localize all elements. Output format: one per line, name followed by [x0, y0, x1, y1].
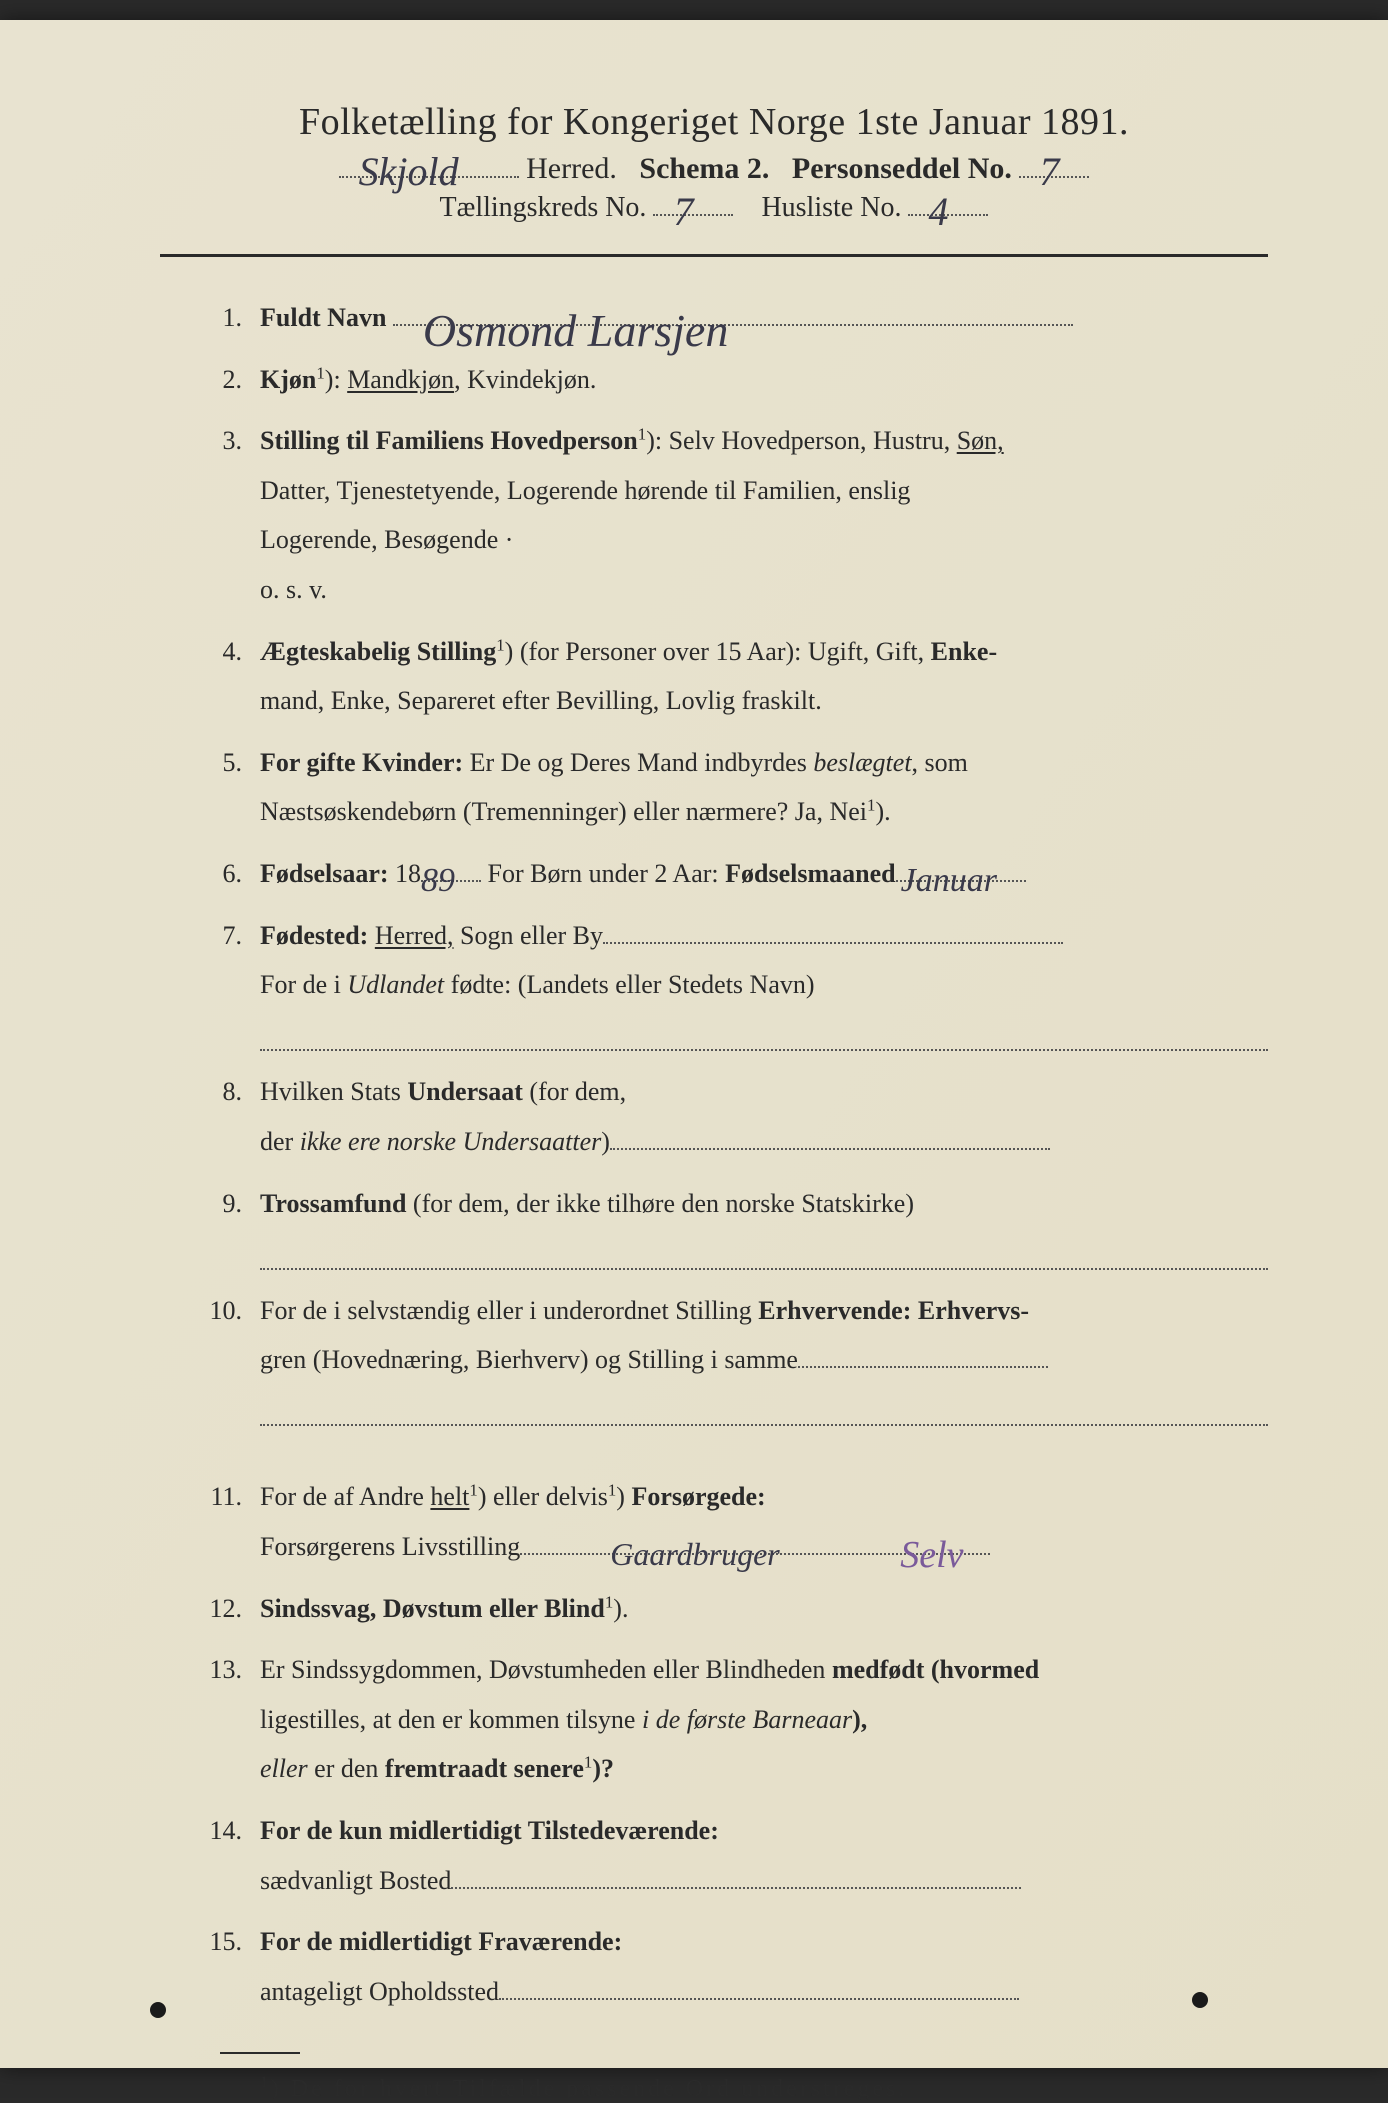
row-11-cont: Forsørgerens Livsstilling Gaardbruger Se… — [200, 1526, 1268, 1568]
row-14-cont: sædvanligt Bosted — [200, 1860, 1268, 1902]
row-5-cont: Næstsøskendebørn (Tremenninger) eller næ… — [200, 791, 1268, 833]
taellingskreds-label: Tællingskreds No. — [440, 192, 647, 223]
row-2: 2. Kjøn1): Mandkjøn, Kvindekjøn. — [200, 359, 1268, 401]
row-9: 9. Trossamfund (for dem, der ikke tilhør… — [200, 1183, 1268, 1225]
herred-value: Skjold — [359, 148, 459, 195]
herred-label: Herred. — [526, 152, 617, 185]
punch-hole-left — [150, 2002, 166, 2018]
row-15-cont: antageligt Opholdssted — [200, 1971, 1268, 2013]
birth-month: Januar — [901, 854, 997, 908]
row-14: 14. For de kun midlertidigt Tilstedevære… — [200, 1810, 1268, 1852]
husliste-value: 4 — [928, 188, 948, 235]
row-7-blank — [260, 1026, 1268, 1052]
row-3-cont2: Logerende, Besøgende · — [200, 519, 1268, 561]
row-13-cont1: ligestilles, at den er kommen tilsyne i … — [200, 1699, 1268, 1741]
footnote: 1) De for hvert Tilfælde passende Ord un… — [160, 2074, 1268, 2103]
form-body: 1. Fuldt Navn Osmond Larsjen 2. Kjøn1): … — [160, 297, 1268, 2012]
row-7-cont: For de i Udlandet fødte: (Landets eller … — [200, 964, 1268, 1006]
punch-hole-right — [1192, 1992, 1208, 2008]
header-line-3: Tællingskreds No. 7 Husliste No. 4 — [160, 192, 1268, 224]
row-10-cont: gren (Hovednæring, Bierhverv) og Stillin… — [200, 1339, 1268, 1381]
personseddel-label: Personseddel No. — [792, 152, 1012, 185]
row-7: 7. Fødested: Herred, Sogn eller By — [200, 915, 1268, 957]
husliste-label: Husliste No. — [761, 192, 901, 223]
row-13: 13. Er Sindssygdommen, Døvstumheden elle… — [200, 1649, 1268, 1691]
row-3-cont1: Datter, Tjenestetyende, Logerende hørend… — [200, 470, 1268, 512]
form-title: Folketælling for Kongeriget Norge 1ste J… — [160, 100, 1268, 144]
row-10-blank — [260, 1401, 1268, 1427]
forsorger-value2: Selv — [900, 1525, 963, 1586]
row-5: 5. For gifte Kvinder: Er De og Deres Man… — [200, 742, 1268, 784]
personseddel-value: 7 — [1039, 148, 1059, 195]
row-10: 10. For de i selvstændig eller i underor… — [200, 1290, 1268, 1332]
form-header: Folketælling for Kongeriget Norge 1ste J… — [160, 100, 1268, 224]
forsorger-value: Gaardbruger — [610, 1529, 779, 1580]
census-form-page: Folketælling for Kongeriget Norge 1ste J… — [0, 20, 1388, 2068]
row-8-cont: der ikke ere norske Undersaatter) — [200, 1121, 1268, 1163]
row-9-blank — [260, 1244, 1268, 1270]
schema-label: Schema 2. — [639, 152, 769, 185]
row-11: 11. For de af Andre helt1) eller delvis1… — [200, 1476, 1268, 1518]
birth-year: 89 — [421, 854, 455, 908]
row-4-cont: mand, Enke, Separeret efter Bevilling, L… — [200, 680, 1268, 722]
header-line-2: Skjold Herred. Schema 2. Personseddel No… — [160, 152, 1268, 186]
row-15: 15. For de midlertidigt Fraværende: — [200, 1921, 1268, 1963]
fuldt-navn-label: Fuldt Navn — [260, 303, 386, 332]
taellingskreds-value: 7 — [673, 188, 693, 235]
row-8: 8. Hvilken Stats Undersaat (for dem, — [200, 1071, 1268, 1113]
fuldt-navn-value: Osmond Larsjen — [423, 294, 728, 368]
row-4: 4. Ægteskabelig Stilling1) (for Personer… — [200, 631, 1268, 673]
row-6: 6. Fødselsaar: 18 89 For Børn under 2 Aa… — [200, 853, 1268, 895]
row-13-cont2: eller er den fremtraadt senere1)? — [200, 1748, 1268, 1790]
row-3-cont3: o. s. v. — [200, 569, 1268, 611]
row-12: 12. Sindssvag, Døvstum eller Blind1). — [200, 1588, 1268, 1630]
header-divider — [160, 254, 1268, 257]
row-1: 1. Fuldt Navn Osmond Larsjen — [200, 297, 1268, 339]
row-3: 3. Stilling til Familiens Hovedperson1):… — [200, 420, 1268, 462]
footnote-divider — [220, 2052, 300, 2054]
